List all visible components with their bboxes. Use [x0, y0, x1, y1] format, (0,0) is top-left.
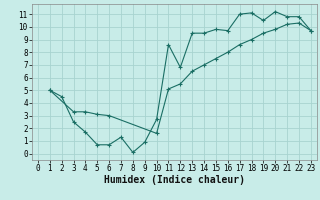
X-axis label: Humidex (Indice chaleur): Humidex (Indice chaleur) [104, 175, 245, 185]
